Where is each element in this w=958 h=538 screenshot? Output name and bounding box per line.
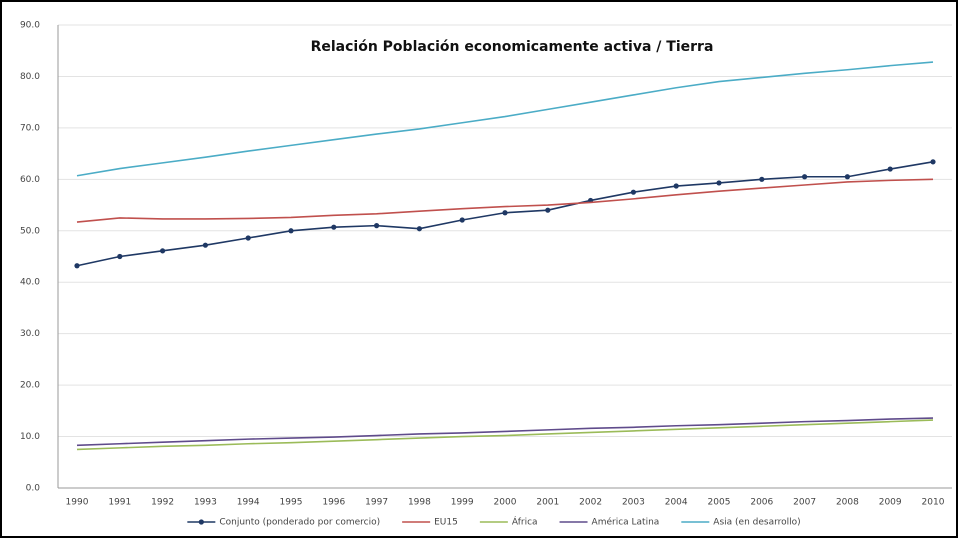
series-line [76,417,934,447]
x-tick-label: 2010 [922,498,945,508]
x-tick-label: 1993 [194,498,217,508]
data-point [630,189,637,195]
x-tick-label: 1990 [66,498,89,508]
x-tick-label: 2007 [793,498,816,508]
x-tick-label: 1992 [151,498,174,508]
x-tick-label: 1996 [322,498,345,508]
chart-title: Relación Población economicamente activa… [311,39,714,55]
y-tick-label: 20.0 [20,381,40,391]
y-tick-label: 50.0 [20,226,40,236]
data-point [288,228,294,234]
data-point [802,174,808,180]
x-tick-label: 1991 [108,498,131,508]
x-tick-label: 1997 [365,498,388,508]
x-tick-label: 1999 [451,498,474,508]
legend-label: Asia (en desarrollo) [713,518,800,528]
x-tick-label: 2008 [836,498,859,508]
x-tick-label: 1998 [408,498,431,508]
data-point [160,248,166,254]
y-tick-label: 70.0 [20,123,40,133]
y-tick-label: 10.0 [20,432,40,442]
data-point [117,253,123,260]
data-point [716,180,722,186]
data-point [887,166,893,172]
series-line [76,61,934,177]
series-line [76,419,934,451]
y-tick-label: 60.0 [20,175,40,185]
legend-marker [198,519,204,525]
data-point [202,242,208,248]
data-point [245,235,251,241]
data-point [673,183,679,189]
y-tick-label: 80.0 [20,72,40,82]
x-tick-label: 2004 [665,498,688,508]
data-point [331,224,337,230]
data-point [930,159,936,165]
legend-label: EU15 [434,518,458,528]
data-point [374,223,380,229]
x-tick-label: 2005 [708,498,731,508]
legend-label: África [512,516,538,528]
y-tick-label: 90.0 [20,21,40,31]
y-tick-label: 30.0 [20,329,40,339]
x-tick-label: 2003 [622,498,645,508]
x-tick-label: 2001 [536,498,559,508]
x-tick-label: 2006 [750,498,773,508]
data-point [545,207,551,213]
x-tick-label: 1994 [237,498,260,508]
data-point [416,226,422,232]
series-line [76,178,934,223]
data-point [74,263,80,269]
x-tick-label: 2000 [494,498,517,508]
data-point [759,176,765,182]
x-tick-label: 1995 [280,498,303,508]
data-point [459,217,465,223]
data-point [502,210,508,216]
legend-label: América Latina [592,517,660,528]
data-point [844,174,851,180]
x-tick-label: 2002 [579,498,602,508]
x-tick-label: 2009 [879,498,902,508]
y-tick-label: 0.0 [26,484,41,494]
legend-label: Conjunto (ponderado por comercio) [219,518,380,528]
y-tick-label: 40.0 [20,278,40,288]
